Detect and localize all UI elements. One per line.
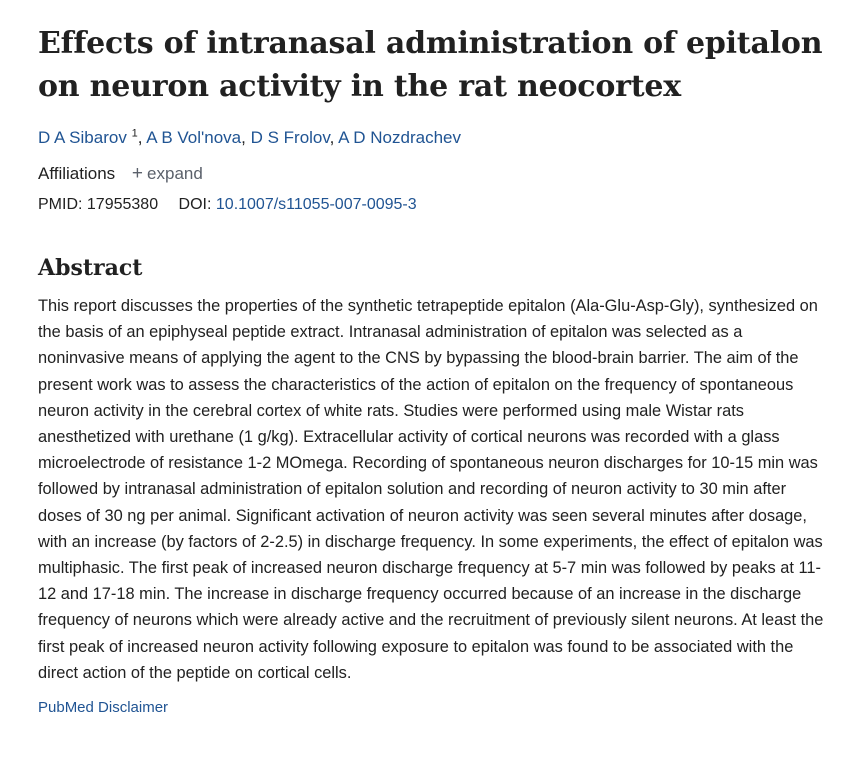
author-separator: , <box>241 128 251 147</box>
doi-label: DOI: <box>178 196 212 213</box>
affiliation-marker[interactable]: 1 <box>131 127 138 140</box>
article-title: Effects of intranasal administration of … <box>38 26 823 104</box>
doi-link[interactable]: 10.1007/s11055-007-0095-3 <box>215 196 417 213</box>
author-separator: , <box>137 128 147 147</box>
pubmed-disclaimer-link[interactable]: PubMed Disclaimer <box>38 699 169 717</box>
expand-affiliations-button[interactable]: + expand <box>131 163 203 184</box>
pmid-label: PMID: <box>38 196 83 213</box>
author-link-nozdrachev[interactable]: A D Nozdrachev <box>338 128 461 147</box>
expand-label: expand <box>147 164 203 183</box>
pmid-value: 17955380 <box>86 196 159 213</box>
plus-icon: + <box>131 163 144 184</box>
author-link-sibarov[interactable]: D A Sibarov <box>38 128 127 147</box>
abstract-heading: Abstract <box>38 255 143 281</box>
author-link-frolov[interactable]: D S Frolov <box>250 128 330 147</box>
affiliations-label: Affiliations <box>38 164 116 183</box>
authors-list: D A Sibarov 1, A B Vol'nova, D S Frolov,… <box>38 126 841 150</box>
identifiers-row: PMID: 17955380 DOI: 10.1007/s11055-007-0… <box>38 193 841 217</box>
author-link-volnova[interactable]: A B Vol'nova <box>146 128 242 147</box>
author-separator: , <box>329 128 339 147</box>
abstract-text: This report discusses the properties of … <box>38 297 824 682</box>
affiliations-row: Affiliations + expand <box>38 162 841 186</box>
